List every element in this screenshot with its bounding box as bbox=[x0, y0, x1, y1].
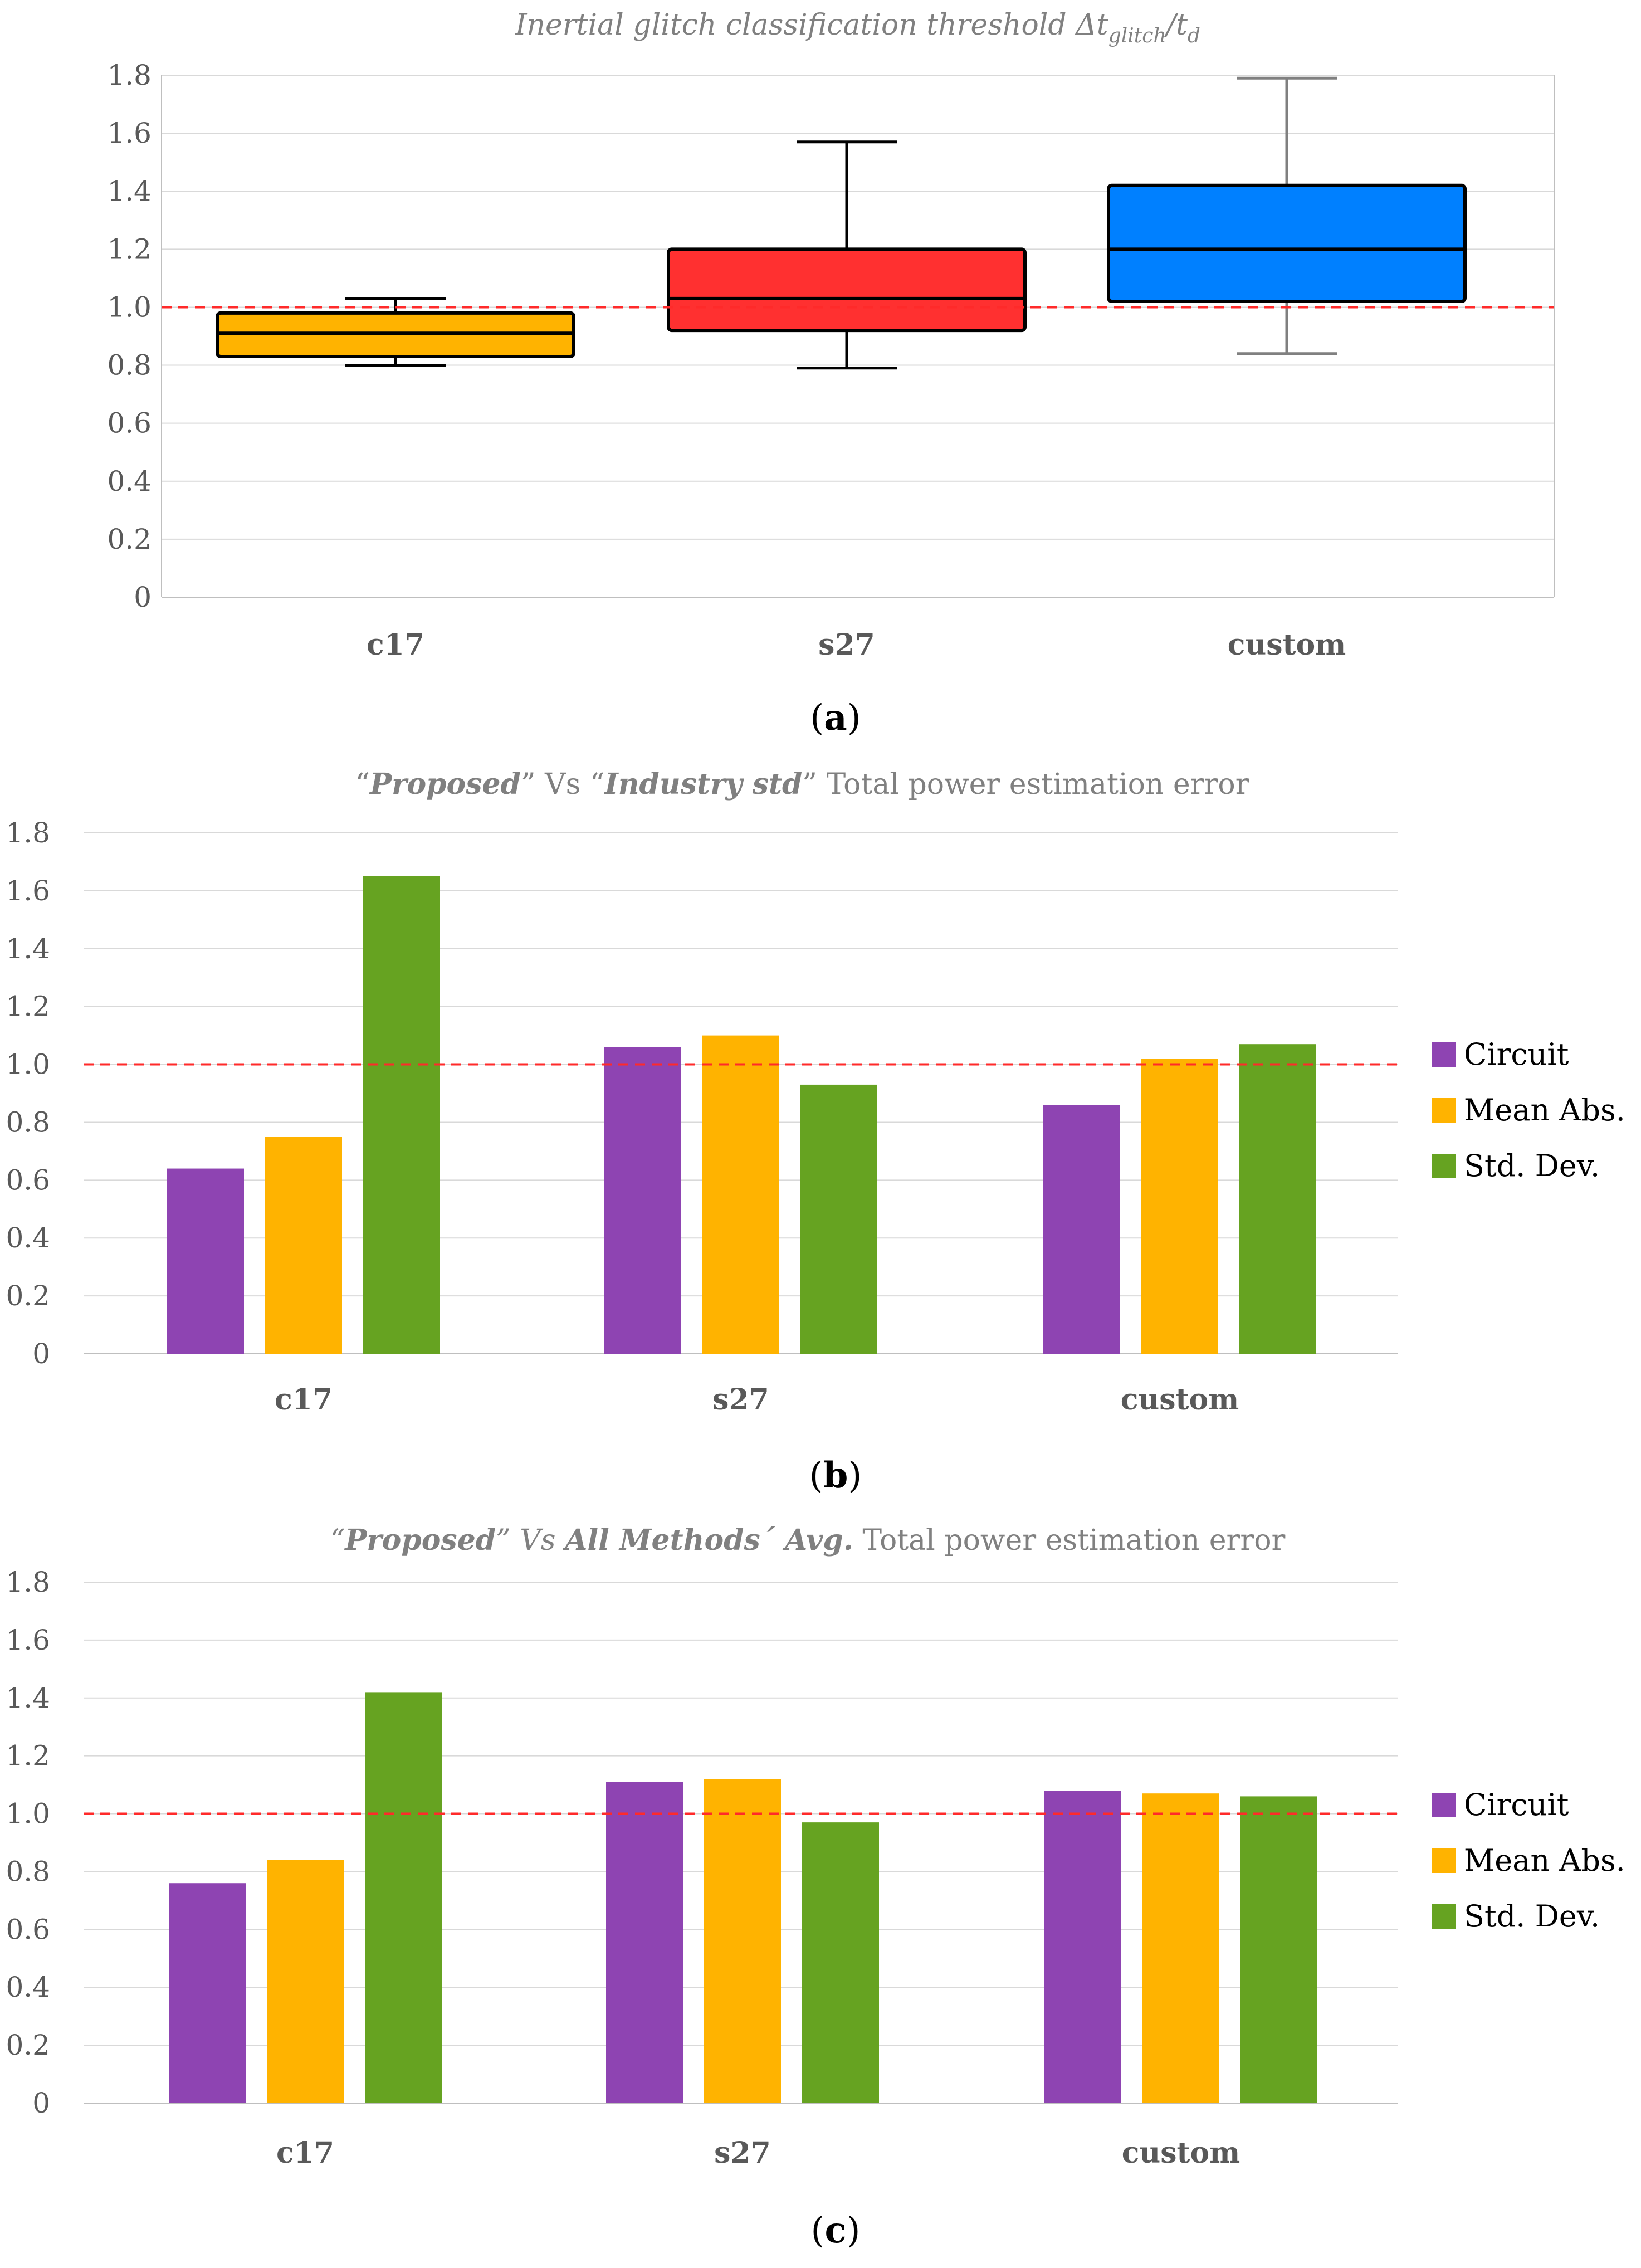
panel-b-bars bbox=[167, 876, 1316, 1354]
panel-a-label: (a) bbox=[810, 697, 861, 739]
b-bar-s27-0 bbox=[604, 1047, 681, 1354]
panel-b-legend: Circuit Mean Abs. Std. Dev. bbox=[1432, 1037, 1625, 1183]
b-y-tick-label: 1.8 bbox=[6, 817, 50, 849]
c-bar-custom-1 bbox=[1142, 1793, 1219, 2103]
b-y-tick-label: 1.2 bbox=[6, 991, 50, 1023]
a-y-tick-label: 1.8 bbox=[107, 59, 152, 91]
c-y-tick-label: 1.2 bbox=[6, 1740, 50, 1772]
a-y-tick-label: 1.2 bbox=[107, 233, 152, 265]
a-category-label: custom bbox=[1228, 628, 1346, 662]
c-bar-c17-1 bbox=[267, 1860, 344, 2103]
b-legend-swatch bbox=[1432, 1154, 1456, 1178]
a-y-tick-label: 0.2 bbox=[107, 523, 152, 555]
b-bar-custom-1 bbox=[1141, 1059, 1218, 1354]
b-bar-c17-2 bbox=[363, 876, 440, 1354]
b-bar-custom-0 bbox=[1043, 1105, 1120, 1354]
panel-c-y-tick-labels: 0 0.2 0.4 0.6 0.8 1.0 1.2 1.4 1.6 1.8 bbox=[6, 1566, 50, 2119]
b-y-tick-label: 1.4 bbox=[6, 933, 50, 965]
panel-c-bar-chart: “Proposed” Vs All Methods´ Avg. Total po… bbox=[6, 1523, 1625, 2251]
b-y-tick-label: 1.0 bbox=[6, 1048, 50, 1081]
a-y-tick-label: 1.0 bbox=[107, 291, 152, 323]
b-category-label: c17 bbox=[275, 1383, 333, 1417]
a-y-tick-label: 0.4 bbox=[107, 465, 152, 498]
c-bar-c17-0 bbox=[169, 1883, 246, 2103]
c-y-tick-label: 0 bbox=[32, 2087, 50, 2119]
c-y-tick-label: 0.8 bbox=[6, 1855, 50, 1887]
c-legend-swatch bbox=[1432, 1848, 1456, 1873]
panel-b-y-tick-labels: 0 0.2 0.4 0.6 0.8 1.0 1.2 1.4 1.6 1.8 bbox=[6, 817, 50, 1370]
c-legend-swatch bbox=[1432, 1793, 1456, 1817]
b-y-tick-label: 0.2 bbox=[6, 1280, 50, 1312]
b-y-tick-label: 1.6 bbox=[6, 875, 50, 907]
c-bar-c17-2 bbox=[365, 1692, 442, 2103]
b-legend-label: Mean Abs. bbox=[1464, 1092, 1625, 1128]
panel-a-boxes bbox=[216, 76, 1467, 370]
panel-c-category-labels: c17 s27 custom bbox=[276, 2136, 1240, 2170]
b-bar-c17-0 bbox=[167, 1168, 244, 1354]
c-bar-custom-2 bbox=[1240, 1796, 1317, 2103]
panel-b-bar-chart: “Proposed” Vs “Industry std” Total power… bbox=[6, 767, 1625, 1496]
c-category-label: custom bbox=[1122, 2136, 1240, 2170]
panel-b-category-labels: c17 s27 custom bbox=[275, 1383, 1239, 1417]
c-bar-s27-0 bbox=[606, 1782, 683, 2103]
b-legend-swatch bbox=[1432, 1042, 1456, 1067]
c-y-tick-label: 1.6 bbox=[6, 1624, 50, 1656]
c-bar-custom-0 bbox=[1044, 1791, 1121, 2103]
a-category-label: c17 bbox=[367, 628, 424, 662]
panel-b-label: (b) bbox=[809, 1455, 862, 1496]
a-y-tick-label: 1.4 bbox=[107, 175, 152, 207]
c-y-tick-label: 1.4 bbox=[6, 1682, 50, 1714]
panel-a-category-labels: c17 s27 custom bbox=[367, 628, 1346, 662]
c-y-tick-label: 1.8 bbox=[6, 1566, 50, 1598]
b-y-tick-label: 0 bbox=[32, 1338, 50, 1370]
a-y-tick-label: 0.6 bbox=[107, 407, 152, 440]
panel-b-title: “Proposed” Vs “Industry std” Total power… bbox=[355, 767, 1249, 801]
b-y-tick-label: 0.8 bbox=[6, 1106, 50, 1138]
panel-a-title: Inertial glitch classification threshold… bbox=[515, 8, 1200, 47]
panel-a-y-tick-labels: 0 0.2 0.4 0.6 0.8 1.0 1.2 1.4 1.6 1.8 bbox=[107, 59, 152, 613]
b-y-tick-label: 0.6 bbox=[6, 1164, 50, 1196]
c-y-tick-label: 0.4 bbox=[6, 1971, 50, 2003]
c-category-label: s27 bbox=[714, 2136, 771, 2170]
b-category-label: s27 bbox=[712, 1383, 769, 1417]
b-bar-s27-2 bbox=[800, 1084, 877, 1354]
c-bar-s27-2 bbox=[802, 1822, 879, 2103]
c-legend-label: Mean Abs. bbox=[1464, 1843, 1625, 1878]
b-legend-swatch bbox=[1432, 1098, 1456, 1123]
b-legend-label: Circuit bbox=[1464, 1037, 1569, 1072]
panel-c-bars bbox=[169, 1692, 1317, 2103]
c-legend-label: Circuit bbox=[1464, 1787, 1569, 1822]
a-y-tick-label: 0.8 bbox=[107, 349, 152, 382]
c-y-tick-label: 1.0 bbox=[6, 1798, 50, 1830]
panel-c-label: (c) bbox=[811, 2210, 861, 2251]
b-bar-s27-1 bbox=[702, 1035, 779, 1354]
panel-c-legend: Circuit Mean Abs. Std. Dev. bbox=[1432, 1787, 1625, 1934]
c-category-label: c17 bbox=[276, 2136, 334, 2170]
panel-c-title: “Proposed” Vs All Methods´ Avg. Total po… bbox=[330, 1523, 1286, 1557]
c-y-tick-label: 0.6 bbox=[6, 1913, 50, 1945]
b-legend-label: Std. Dev. bbox=[1464, 1148, 1600, 1183]
b-category-label: custom bbox=[1121, 1383, 1239, 1417]
box-iqr-custom bbox=[1107, 183, 1467, 304]
c-legend-label: Std. Dev. bbox=[1464, 1899, 1600, 1934]
a-y-tick-label: 0 bbox=[134, 581, 152, 613]
box-iqr-s27 bbox=[667, 247, 1027, 333]
b-bar-c17-1 bbox=[265, 1137, 342, 1354]
panel-a-box-chart: Inertial glitch classification threshold… bbox=[107, 8, 1555, 739]
a-y-tick-label: 1.6 bbox=[107, 117, 152, 149]
c-legend-swatch bbox=[1432, 1904, 1456, 1929]
b-y-tick-label: 0.4 bbox=[6, 1222, 50, 1254]
a-category-label: s27 bbox=[818, 628, 875, 662]
b-bar-custom-2 bbox=[1239, 1044, 1316, 1354]
c-y-tick-label: 0.2 bbox=[6, 2029, 50, 2061]
c-bar-s27-1 bbox=[704, 1779, 781, 2103]
